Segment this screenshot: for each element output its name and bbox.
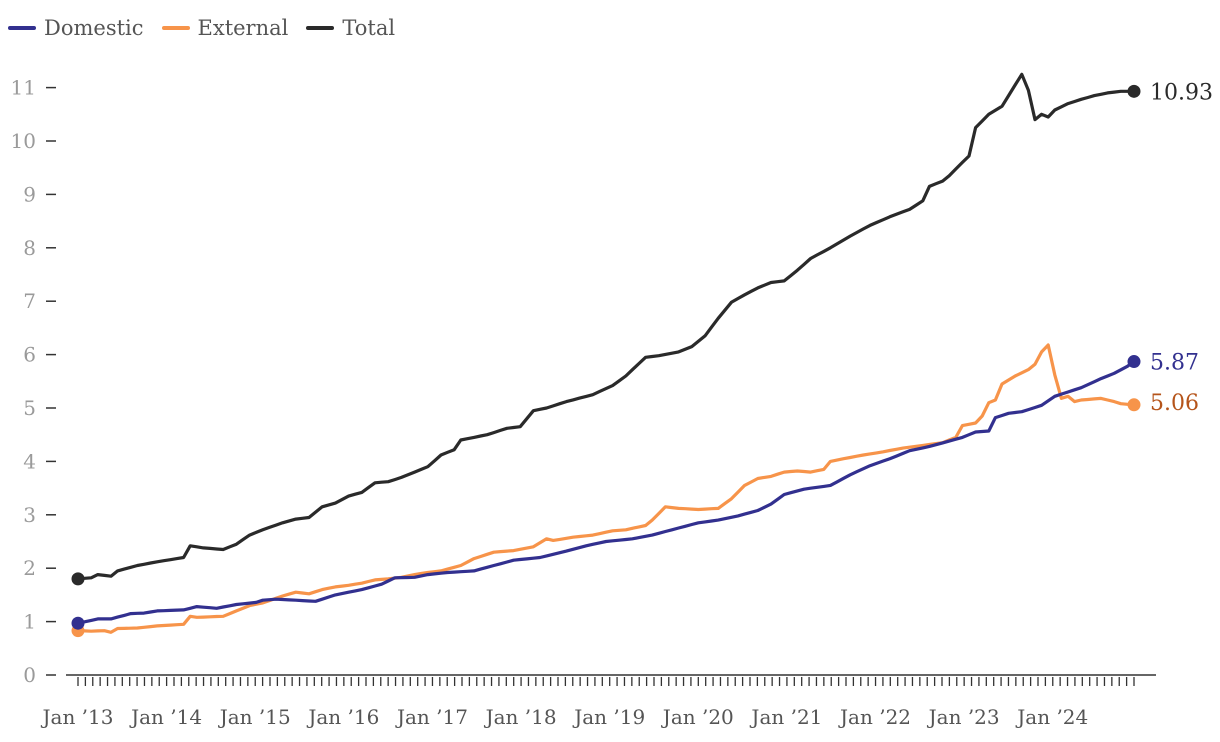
x-tick-label: Jan ’20 [661, 705, 734, 729]
series-end-label-total: 10.93 [1150, 80, 1213, 105]
x-tick-label: Jan ’16 [306, 705, 379, 729]
y-tick-label: 8 [23, 236, 36, 260]
series-line-external [76, 343, 1136, 634]
y-tick-label: 6 [23, 343, 36, 367]
x-tick-label: Jan ’19 [572, 705, 645, 729]
x-tick-label: Jan ’14 [129, 705, 202, 729]
series-endpoints: 5.06 5.87 10.93 [71, 80, 1213, 638]
y-tick-label: 10 [11, 129, 36, 153]
y-tick-label: 1 [23, 610, 36, 634]
series-start-point-domestic [71, 616, 85, 630]
legend-item-external: External [161, 16, 289, 40]
series-line-total [76, 72, 1136, 581]
series-end-point-total [1127, 84, 1141, 98]
y-tick-label: 0 [23, 663, 36, 687]
x-tick-label: Jan ’24 [1015, 705, 1088, 729]
y-axis: 0 1 2 3 4 5 6 7 8 9 10 11 [11, 76, 56, 687]
x-tick-label: Jan ’18 [484, 705, 557, 729]
series-end-point-domestic [1127, 355, 1141, 369]
y-tick-label: 3 [23, 503, 36, 527]
x-tick-label: Jan ’21 [749, 705, 822, 729]
y-tick-label: 9 [23, 182, 36, 206]
legend-label-total: Total [342, 16, 396, 40]
series-end-label-domestic: 5.87 [1150, 351, 1199, 376]
x-tick-label: Jan ’23 [927, 705, 1000, 729]
series-line-domestic [76, 359, 1136, 625]
y-tick-label: 7 [23, 289, 36, 313]
y-tick-label: 5 [23, 396, 36, 420]
series-lines [76, 72, 1136, 634]
series-end-label-external: 5.06 [1150, 391, 1199, 416]
y-tick-label: 11 [11, 76, 36, 100]
legend-swatch-domestic [8, 26, 36, 30]
legend-label-external: External [197, 16, 289, 40]
legend-label-domestic: Domestic [44, 16, 144, 40]
y-tick-label: 2 [23, 556, 36, 580]
chart-legend: Domestic External Total [8, 16, 395, 40]
x-axis: Jan ’13 Jan ’14 Jan ’15 Jan ’16 Jan ’17 Jan ’… [41, 674, 1156, 729]
legend-swatch-external [161, 26, 190, 30]
x-tick-label: Jan ’17 [395, 705, 468, 729]
x-tick-label: Jan ’13 [41, 705, 114, 729]
series-end-point-external [1127, 398, 1141, 412]
series-start-point-total [71, 572, 85, 586]
legend-item-domestic: Domestic [8, 16, 144, 40]
y-tick-label: 4 [23, 449, 36, 473]
legend-item-total: Total [306, 16, 395, 40]
x-tick-label: Jan ’15 [218, 705, 291, 729]
x-tick-label: Jan ’22 [838, 705, 911, 729]
legend-swatch-total [306, 26, 335, 30]
